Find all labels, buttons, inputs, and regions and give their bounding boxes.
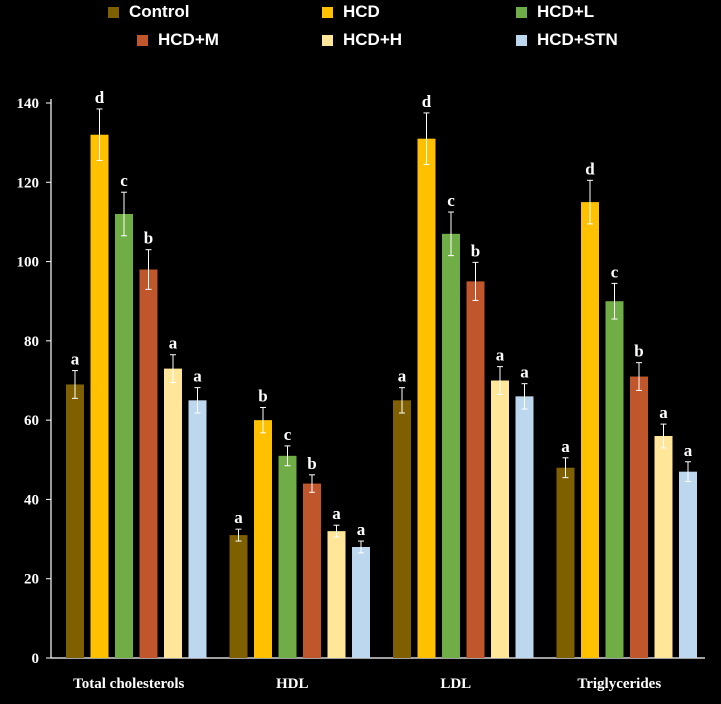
significance-letter: c [611,262,619,281]
bar [417,138,436,658]
significance-letter: a [193,367,202,386]
y-tick-label: 100 [17,255,40,271]
significance-letter: b [144,229,153,248]
significance-letter: a [561,437,570,456]
bar [254,420,272,658]
bar [679,471,697,658]
significance-letter: c [120,171,128,190]
bar [278,455,297,658]
bar [115,214,133,658]
legend-label: HCD+M [158,30,219,49]
bar [442,233,460,659]
legend-item-hcd-m: HCD+M [137,30,219,50]
y-tick-label: 20 [24,572,39,588]
bar [303,483,321,658]
y-tick-label: 40 [24,492,39,508]
significance-letter: b [634,342,643,361]
y-tick-label: 80 [24,334,39,350]
y-tick-label: 120 [17,175,40,191]
bar [66,384,84,658]
x-tick-label: LDL [440,676,471,692]
chart-legend: Control HCD HCD+L HCD+M HCD+H HCD+STN [0,0,721,60]
significance-letter: b [471,241,480,260]
legend-swatch [137,34,148,46]
legend-item-hcd-stn: HCD+STN [516,30,618,50]
bar [654,436,673,658]
significance-letter: a [496,346,505,365]
bar [581,202,599,658]
significance-letter: d [95,88,105,107]
legend-label: HCD [343,2,380,21]
significance-letter: b [307,454,316,473]
significance-letter: d [422,92,432,111]
x-tick-label: Triglycerides [577,676,661,692]
significance-letter: a [71,350,80,369]
significance-letter: d [585,159,595,178]
legend-label: HCD+H [343,30,403,49]
y-tick-label: 0 [32,651,40,667]
bar [393,400,411,658]
significance-letter: a [520,363,529,382]
bar [229,535,248,658]
x-tick-label: Total cholesterols [73,676,184,692]
significance-letter: b [258,386,267,405]
y-tick-label: 60 [24,413,39,429]
bar [139,269,158,658]
legend-swatch [516,34,527,46]
legend-item-hcd: HCD [322,2,380,22]
significance-letter: a [332,504,341,523]
legend-swatch [516,6,527,18]
bar [630,376,648,658]
legend-item-hcd-l: HCD+L [516,2,594,22]
legend-item-hcd-h: HCD+H [322,30,402,50]
significance-letter: c [284,425,292,444]
bar [164,368,182,658]
significance-letter: c [447,191,455,210]
significance-letter: a [234,508,243,527]
bar [491,380,509,658]
legend-swatch [108,6,119,18]
bar [352,547,370,658]
bar [515,396,534,658]
significance-letter: a [684,441,693,460]
bar [605,301,624,658]
bar [556,467,575,658]
x-tick-label: HDL [276,676,309,692]
significance-letter: a [169,334,178,353]
legend-label: HCD+STN [537,30,618,49]
significance-letter: a [398,367,407,386]
y-tick-label: 140 [17,96,40,112]
legend-item-control: Control [108,2,189,22]
significance-letter: a [357,520,366,539]
significance-letter: a [659,403,668,422]
bar [466,281,485,658]
legend-swatch [322,34,333,46]
legend-label: Control [129,2,190,21]
legend-swatch [322,6,333,18]
bar [90,134,109,658]
legend-label: HCD+L [537,2,595,21]
bar [188,400,207,658]
bar [327,531,346,658]
